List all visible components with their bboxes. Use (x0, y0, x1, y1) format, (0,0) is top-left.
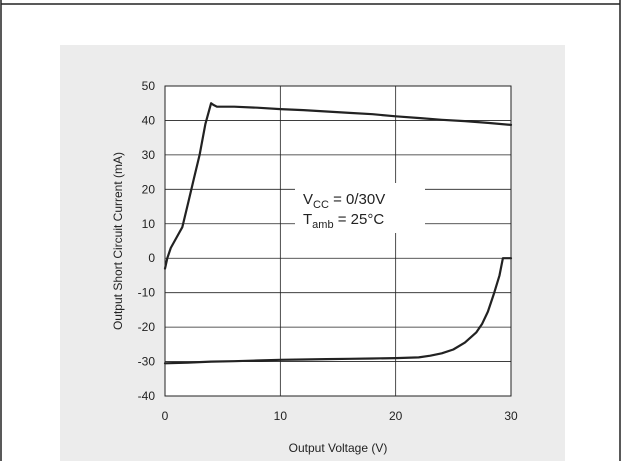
y-tick-label: -30 (138, 355, 156, 369)
annotation-backdrop (295, 183, 425, 233)
y-tick-label: 20 (142, 182, 156, 196)
x-tick-label: 0 (162, 409, 169, 423)
series-group (163, 102, 513, 365)
series-line-1 (163, 102, 513, 270)
y-tick-labels: 50 40 30 20 10 0 -10 -20 -30 -40 (138, 79, 156, 403)
y-tick-label: -20 (138, 320, 156, 334)
x-tick-label: 30 (504, 409, 518, 423)
y-tick-label: 40 (142, 113, 156, 127)
y-tick-label: 0 (148, 251, 155, 265)
x-tick-label: 10 (274, 409, 288, 423)
y-tick-label: 50 (142, 79, 156, 93)
series-line-2 (163, 257, 513, 365)
x-axis-label: Output Voltage (V) (289, 441, 388, 455)
x-tick-label: 20 (389, 409, 403, 423)
y-axis-label: Output Short Circuit Current (mA) (111, 152, 125, 330)
y-tick-label: 10 (142, 217, 156, 231)
vcc-annotation: VCC = 0/30V (303, 191, 385, 211)
x-tick-labels: 0 10 20 30 (162, 409, 518, 423)
tamb-annotation: Tamb = 25°C (303, 211, 384, 231)
y-tick-label: -10 (138, 286, 156, 300)
plot-area (165, 86, 511, 396)
plot-border (164, 85, 512, 397)
y-tick-label: 30 (142, 148, 156, 162)
y-tick-label: -40 (138, 389, 156, 403)
